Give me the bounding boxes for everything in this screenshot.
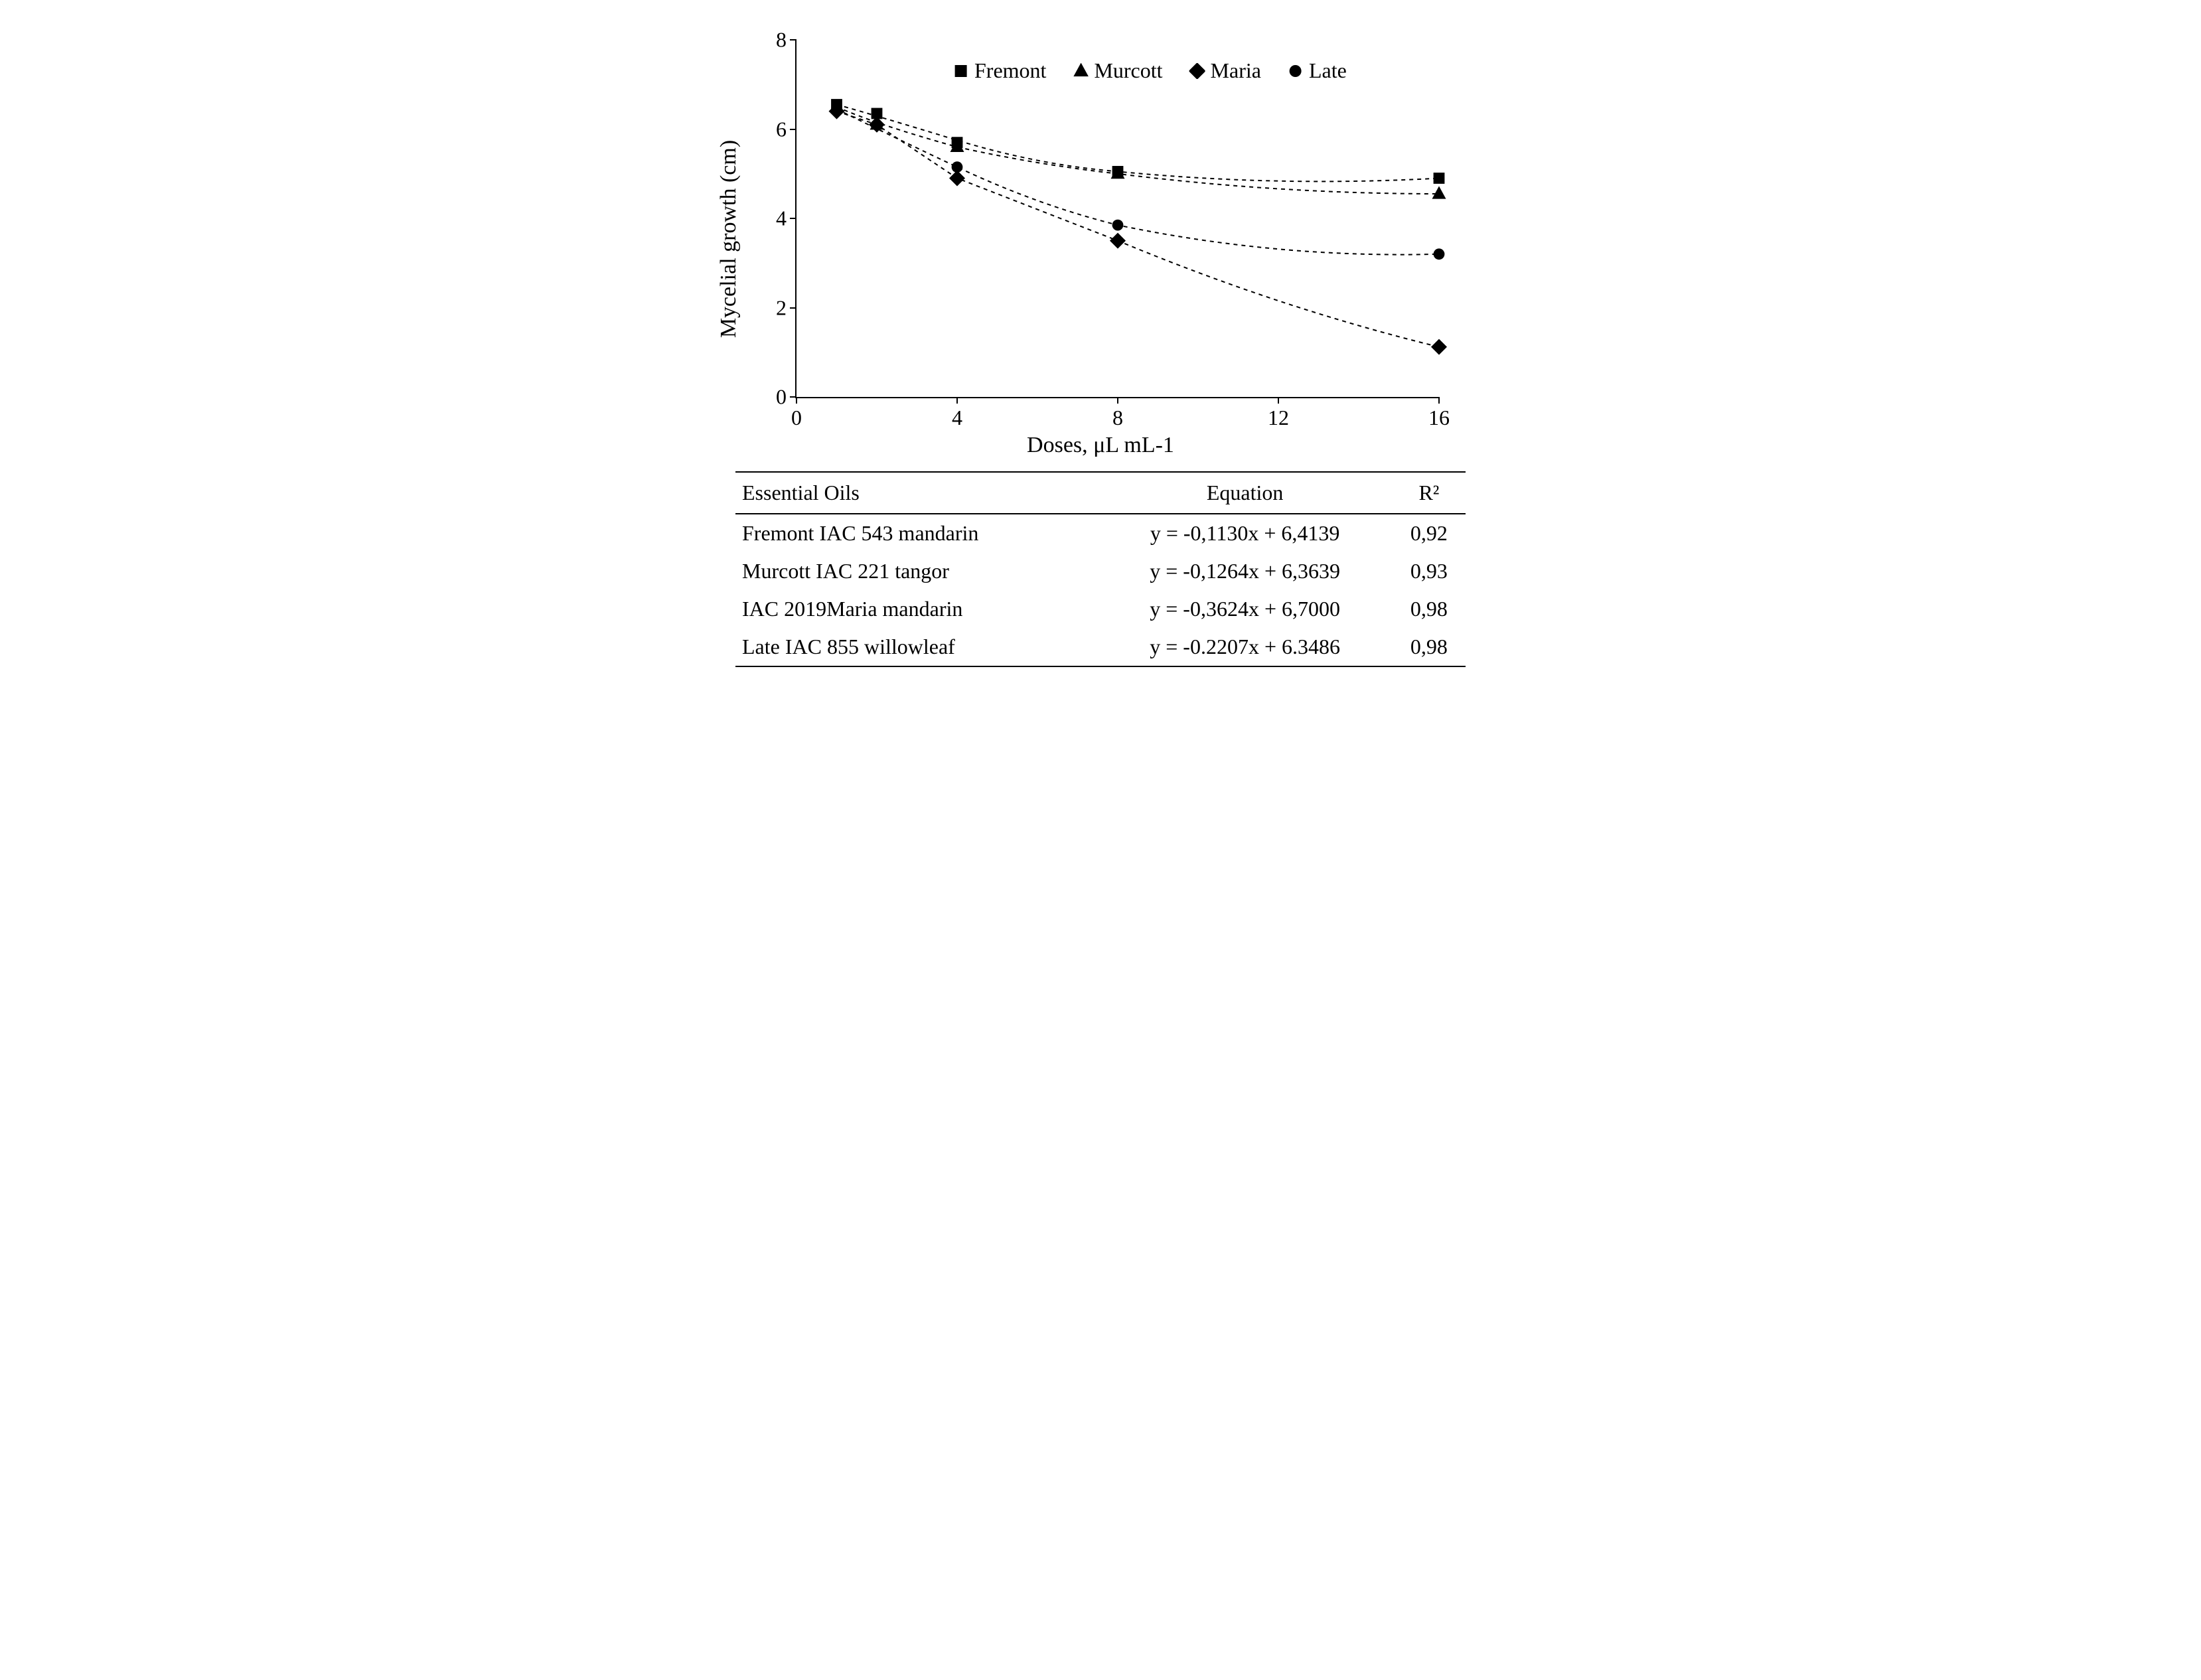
y-tick-label: 8 [767,28,787,52]
equation-table: Essential OilsEquationR² Fremont IAC 543… [735,471,1466,667]
y-tick-label: 6 [767,117,787,141]
x-tick [956,397,958,404]
y-tick-label: 2 [767,295,787,320]
x-tick-label: 12 [1268,406,1289,430]
x-tick [1117,397,1118,404]
table-cell: 0,98 [1393,590,1466,628]
x-tick-label: 4 [952,406,962,430]
x-tick [796,397,797,404]
table-cell: Murcott IAC 221 tangor [735,552,1097,590]
table-cell: y = -0,1130x + 6,4139 [1097,514,1392,552]
x-axis-label: Doses, μL mL-1 [735,433,1466,458]
table-cell: Late IAC 855 willowleaf [735,628,1097,666]
table-cell: y = -0,3624x + 6,7000 [1097,590,1392,628]
table-header-cell: Equation [1097,472,1392,514]
table-body: Fremont IAC 543 mandariny = -0,1130x + 6… [735,514,1466,666]
y-tick-label: 0 [767,385,787,410]
table-cell: 0,92 [1393,514,1466,552]
table-header-row: Essential OilsEquationR² [735,472,1466,514]
table-cell: y = -0,1264x + 6,3639 [1097,552,1392,590]
table-row: Murcott IAC 221 tangory = -0,1264x + 6,3… [735,552,1466,590]
y-tick [790,218,797,219]
y-axis-label: Mycelial growth (cm) [716,140,741,338]
x-tick [1278,397,1279,404]
table-cell: Fremont IAC 543 mandarin [735,514,1097,552]
table-cell: 0,98 [1393,628,1466,666]
y-tick [790,129,797,130]
y-tick [790,39,797,40]
table-header-cell: Essential Oils [735,472,1097,514]
y-tick-label: 4 [767,206,787,231]
table-row: Late IAC 855 willowleafy = -0.2207x + 6.… [735,628,1466,666]
table-header-cell: R² [1393,472,1466,514]
table-cell: IAC 2019Maria mandarin [735,590,1097,628]
x-tick-label: 8 [1112,406,1123,430]
y-tick [790,307,797,309]
plot-box: FremontMurcottMariaLate 024680481216 [795,40,1439,398]
figure-container: Mycelial growth (cm) FremontMurcottMaria… [735,27,1466,667]
axis-ticks: 024680481216 [797,40,1439,397]
table-cell: 0,93 [1393,552,1466,590]
x-tick-label: 16 [1428,406,1450,430]
table-row: IAC 2019Maria mandariny = -0,3624x + 6,7… [735,590,1466,628]
table-cell: y = -0.2207x + 6.3486 [1097,628,1392,666]
x-tick-label: 0 [791,406,802,430]
x-tick [1438,397,1440,404]
chart-area: Mycelial growth (cm) FremontMurcottMaria… [735,27,1466,451]
table-row: Fremont IAC 543 mandariny = -0,1130x + 6… [735,514,1466,552]
